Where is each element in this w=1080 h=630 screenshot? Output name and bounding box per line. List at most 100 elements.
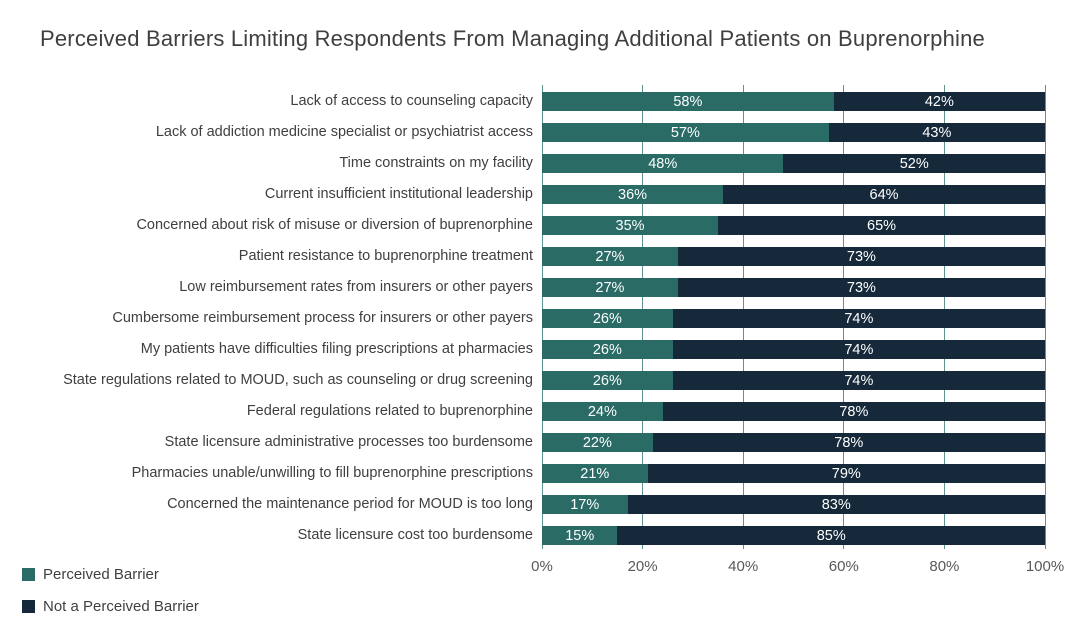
bar-segment-not-perceived-barrier: 65%	[718, 216, 1045, 235]
category-label: Time constraints on my facility	[339, 155, 533, 171]
legend-swatch-not-perceived-barrier-icon	[22, 599, 35, 613]
bar-value-label: 52%	[899, 155, 929, 172]
bar-value-label: 42%	[924, 93, 954, 110]
bar-value-label: 43%	[922, 124, 952, 141]
bar-value-label: 35%	[615, 217, 645, 234]
bar-value-label: 64%	[869, 186, 899, 203]
bar-segment-perceived-barrier: 21%	[542, 464, 648, 483]
x-axis-tick-label: 20%	[627, 558, 658, 575]
legend: Perceived Barrier Not a Perceived Barrie…	[22, 563, 199, 627]
chart-row: Lack of access to counseling capacity 58…	[0, 92, 1045, 111]
bar-value-label: 73%	[846, 248, 876, 265]
bar-track: 24% 78%	[542, 402, 1045, 421]
bar-track: 36% 64%	[542, 185, 1045, 204]
bar-track: 15% 85%	[542, 526, 1045, 545]
bar-value-label: 78%	[839, 403, 869, 420]
bar-value-label: 57%	[670, 124, 700, 141]
bar-segment-perceived-barrier: 35%	[542, 216, 719, 235]
category-label: Lack of access to counseling capacity	[290, 93, 533, 109]
chart-row: My patients have difficulties filing pre…	[0, 340, 1045, 359]
category-label: Federal regulations related to buprenorp…	[246, 403, 533, 419]
bar-segment-perceived-barrier: 26%	[542, 340, 673, 359]
bar-segment-perceived-barrier: 36%	[542, 185, 724, 204]
chart-row: Concerned the maintenance period for MOU…	[0, 495, 1045, 514]
category-label: Low reimbursement rates from insurers or…	[179, 279, 533, 295]
bar-segment-not-perceived-barrier: 42%	[833, 92, 1045, 111]
bar-value-label: 21%	[580, 465, 610, 482]
category-label: Patient resistance to buprenorphine trea…	[238, 248, 533, 264]
bar-value-label: 79%	[831, 465, 861, 482]
bar-value-label: 24%	[587, 403, 617, 420]
bar-segment-perceived-barrier: 24%	[542, 402, 663, 421]
bar-segment-not-perceived-barrier: 74%	[672, 309, 1045, 328]
bar-segment-perceived-barrier: 22%	[542, 433, 653, 452]
chart-row: Time constraints on my facility 48% 52%	[0, 154, 1045, 173]
bar-value-label: 26%	[592, 372, 622, 389]
x-axis-tick-label: 60%	[828, 558, 859, 575]
bar-value-label: 22%	[582, 434, 612, 451]
category-label: Concerned the maintenance period for MOU…	[167, 496, 533, 512]
bar-segment-not-perceived-barrier: 78%	[652, 433, 1045, 452]
bar-segment-not-perceived-barrier: 52%	[783, 154, 1045, 173]
bar-value-label: 74%	[844, 372, 874, 389]
plot-area: Lack of access to counseling capacity 58…	[0, 85, 1046, 549]
legend-item-not-perceived-barrier: Not a Perceived Barrier	[22, 595, 199, 617]
x-axis: 0% 20% 40% 60% 80% 100%	[531, 558, 1064, 578]
bar-track: 22% 78%	[542, 433, 1045, 452]
bar-value-label: 27%	[595, 279, 625, 296]
chart-row: State regulations related to MOUD, such …	[0, 371, 1045, 390]
category-label: Concerned about risk of misuse or divers…	[136, 217, 533, 233]
bar-value-label: 78%	[834, 434, 864, 451]
legend-swatch-perceived-barrier-icon	[22, 567, 35, 581]
x-axis-tick-label: 0%	[531, 558, 553, 575]
bar-segment-perceived-barrier: 15%	[542, 526, 618, 545]
category-label: Current insufficient institutional leade…	[264, 186, 533, 202]
chart-row: Federal regulations related to buprenorp…	[0, 402, 1045, 421]
legend-item-perceived-barrier: Perceived Barrier	[22, 563, 199, 585]
bar-segment-not-perceived-barrier: 74%	[672, 340, 1045, 359]
bar-segment-not-perceived-barrier: 78%	[662, 402, 1045, 421]
chart-row: Patient resistance to buprenorphine trea…	[0, 247, 1045, 266]
bar-segment-perceived-barrier: 58%	[542, 92, 834, 111]
chart-row: Lack of addiction medicine specialist or…	[0, 123, 1045, 142]
bar-value-label: 58%	[673, 93, 703, 110]
chart-row: Cumbersome reimbursement process for ins…	[0, 309, 1045, 328]
bar-value-label: 48%	[648, 155, 678, 172]
bar-track: 58% 42%	[542, 92, 1045, 111]
bar-track: 26% 74%	[542, 371, 1045, 390]
bar-segment-not-perceived-barrier: 43%	[828, 123, 1045, 142]
bar-track: 27% 73%	[542, 278, 1045, 297]
legend-label: Not a Perceived Barrier	[43, 597, 199, 615]
chart-row: State licensure administrative processes…	[0, 433, 1045, 452]
bar-value-label: 27%	[595, 248, 625, 265]
bar-track: 17% 83%	[542, 495, 1045, 514]
category-label: Pharmacies unable/unwilling to fill bupr…	[131, 465, 533, 481]
bar-segment-not-perceived-barrier: 73%	[677, 278, 1045, 297]
gridline	[1044, 85, 1046, 549]
chart-row: State licensure cost too burdensome 15% …	[0, 526, 1045, 545]
chart-row: Pharmacies unable/unwilling to fill bupr…	[0, 464, 1045, 483]
category-label: Cumbersome reimbursement process for ins…	[112, 310, 533, 326]
bar-segment-perceived-barrier: 17%	[542, 495, 628, 514]
bar-segment-perceived-barrier: 57%	[542, 123, 829, 142]
chart-title: Perceived Barriers Limiting Respondents …	[40, 26, 985, 51]
bar-segment-perceived-barrier: 26%	[542, 309, 673, 328]
bar-value-label: 26%	[592, 341, 622, 358]
bar-track: 26% 74%	[542, 309, 1045, 328]
x-axis-tick-label: 40%	[728, 558, 759, 575]
bar-value-label: 74%	[844, 341, 874, 358]
bar-value-label: 74%	[844, 310, 874, 327]
bar-value-label: 83%	[821, 496, 851, 513]
legend-label: Perceived Barrier	[43, 565, 159, 583]
bar-track: 21% 79%	[542, 464, 1045, 483]
bar-segment-not-perceived-barrier: 79%	[647, 464, 1045, 483]
chart-row: Concerned about risk of misuse or divers…	[0, 216, 1045, 235]
bar-segment-perceived-barrier: 48%	[542, 154, 784, 173]
category-label: Lack of addiction medicine specialist or…	[155, 124, 533, 140]
bar-value-label: 73%	[846, 279, 876, 296]
bar-value-label: 65%	[867, 217, 897, 234]
bar-segment-not-perceived-barrier: 64%	[723, 185, 1045, 204]
bar-value-label: 85%	[816, 527, 846, 544]
bar-segment-not-perceived-barrier: 74%	[672, 371, 1045, 390]
